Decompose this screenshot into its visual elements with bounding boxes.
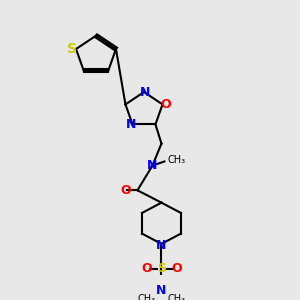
Text: CH₃: CH₃ [167,155,186,165]
Text: N: N [147,159,158,172]
Text: S: S [67,42,76,56]
Text: S: S [157,262,166,275]
Text: CH₃: CH₃ [167,294,185,300]
Text: CH₃: CH₃ [137,294,155,300]
Text: N: N [156,239,167,252]
Text: O: O [160,98,171,111]
Text: O: O [141,262,152,275]
Text: O: O [171,262,182,275]
Text: N: N [156,284,167,297]
Text: O: O [120,184,131,197]
Text: N: N [140,85,151,98]
Text: N: N [126,118,136,131]
